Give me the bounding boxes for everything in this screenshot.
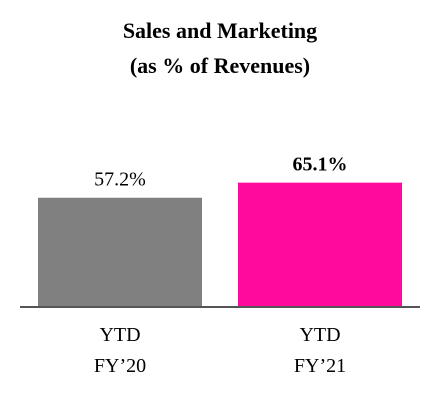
x-tick-label: YTD FY’20 xyxy=(93,324,147,377)
bar xyxy=(238,182,402,307)
x-tick-label: YTD FY’21 xyxy=(293,324,347,377)
bar xyxy=(38,197,202,307)
value-label: 57.2% xyxy=(94,168,146,190)
chart-subtitle: (as % of Revenues) xyxy=(130,53,310,78)
chart-title: Sales and Marketing xyxy=(123,18,317,43)
value-label: 65.1% xyxy=(293,153,348,175)
